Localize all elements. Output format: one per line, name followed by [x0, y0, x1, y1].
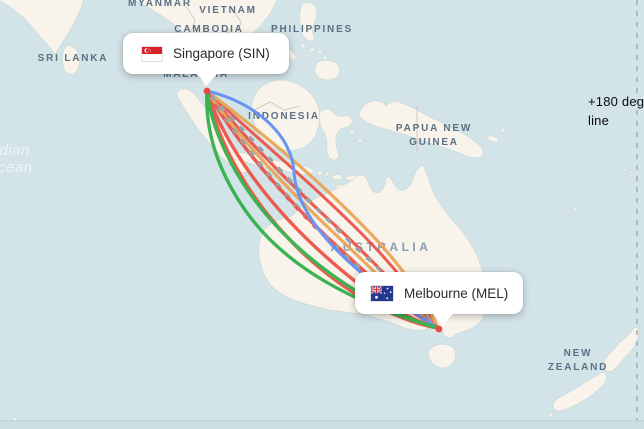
- country-borders: [185, 5, 418, 152]
- label-myanmar: MYANMAR: [128, 0, 192, 9]
- land-luzon: [299, 2, 318, 42]
- land-india: [0, 0, 84, 55]
- label-malaysia: MALAYSIA: [163, 69, 229, 80]
- label-new-zealand: NEW ZEALAND: [547, 348, 609, 373]
- land-tasmania: [428, 343, 456, 369]
- land-nz-south: [552, 371, 607, 412]
- destination-airport-dot[interactable]: [435, 325, 443, 333]
- land-new-guinea: [358, 100, 484, 159]
- label-antimeridian: +180 deg line: [588, 94, 644, 128]
- origin-tooltip-pointer: [196, 73, 218, 85]
- label-indian-ocean: Indian Ocean: [0, 142, 33, 176]
- australia-flag-icon: [371, 285, 393, 301]
- label-papua-new-guinea: PAPUA NEW GUINEA: [395, 123, 473, 148]
- map-bottom-edge: [0, 420, 644, 429]
- origin-airport-dot[interactable]: [203, 87, 211, 95]
- land-sulawesi: [319, 108, 353, 161]
- land-nz-north: [603, 327, 640, 372]
- land-mindanao: [314, 59, 340, 81]
- land-sri-lanka: [61, 44, 80, 75]
- destination-tooltip-pointer: [432, 313, 454, 325]
- label-sri-lanka: SRI LANKA: [37, 53, 109, 64]
- origin-tooltip-label: Singapore (SIN): [173, 46, 270, 61]
- singapore-flag-icon: [142, 46, 162, 61]
- label-cambodia: CAMBODIA: [174, 24, 244, 35]
- land-borneo: [251, 79, 321, 151]
- destination-tooltip[interactable]: Melbourne (MEL): [355, 272, 523, 325]
- label-philippines: PHILIPPINES: [270, 24, 354, 35]
- label-indonesia: INDONESIA: [248, 111, 320, 122]
- origin-tooltip[interactable]: Singapore (SIN): [123, 33, 289, 85]
- destination-tooltip-label: Melbourne (MEL): [404, 285, 509, 301]
- label-vietnam: VIETNAM: [199, 5, 257, 16]
